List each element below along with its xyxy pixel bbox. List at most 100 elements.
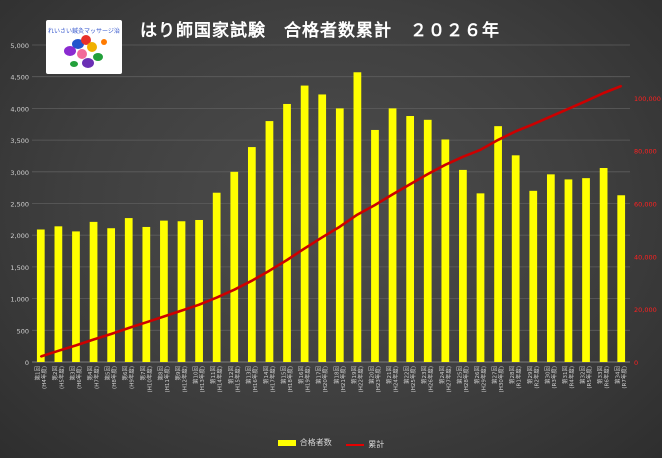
x-tick-label: 第13回 [244, 366, 252, 384]
x-tick-label: 第7回 [139, 366, 147, 381]
cumulative-point [497, 139, 499, 141]
bar [89, 221, 98, 362]
y-left-tick-label: 500 [17, 327, 29, 335]
cumulative-point [444, 163, 447, 166]
bar [300, 85, 309, 363]
x-tick-label: 第22回 [403, 366, 411, 384]
cumulative-point [303, 247, 306, 250]
cumulative-point [180, 309, 183, 312]
y-left-tick-label: 3,500 [10, 137, 29, 145]
bar [371, 129, 379, 362]
cumulative-point [620, 85, 623, 87]
cumulative-point [145, 321, 148, 324]
x-tick-sublabel: (H20年度) [321, 366, 329, 392]
y-left-tick-label: 3,000 [10, 169, 29, 177]
x-tick-label: 第23回 [420, 366, 428, 384]
cumulative-point [286, 259, 288, 261]
bar [459, 169, 467, 362]
bar [265, 121, 274, 362]
x-tick-sublabel: (H21年度) [339, 366, 347, 392]
bar [511, 155, 520, 362]
x-tick-label: 第18回 [332, 366, 340, 384]
x-tick-sublabel: (H30年度) [497, 366, 505, 392]
x-tick-sublabel: (H16年度) [251, 366, 259, 392]
x-tick-label: 第3回 [69, 366, 77, 381]
legend-bar-swatch [277, 439, 296, 446]
y-left-tick-label: 5,000 [10, 42, 29, 50]
chart-title: はり師国家試験 合格者数累計 ２０２６年 [140, 21, 500, 41]
bar [353, 72, 362, 363]
y-left-tick-label: 0 [25, 359, 29, 367]
logo: れいさい鍼灸マッサージ治療院 [46, 20, 122, 74]
x-tick-label: 第12回 [227, 366, 235, 384]
cumulative-point [514, 130, 517, 133]
x-tick-sublabel: (H19年度) [304, 366, 312, 392]
cumulative-point [409, 183, 412, 186]
x-tick-label: 第15回 [280, 366, 288, 384]
y-right-tick-label: 100,000 [634, 95, 661, 103]
y-left-tick-label: 4,000 [10, 105, 29, 113]
x-tick-label: 第4回 [86, 366, 94, 381]
cumulative-point [39, 355, 42, 358]
x-tick-label: 第9回 [174, 366, 182, 381]
x-tick-sublabel: (H23年度) [374, 366, 382, 392]
x-tick-sublabel: (R7年度) [620, 366, 628, 389]
cumulative-point [338, 225, 341, 228]
cumulative-line [40, 84, 622, 358]
x-tick-sublabel: (H6年度) [75, 366, 83, 389]
bar [124, 218, 133, 362]
cumulative-point [198, 303, 200, 306]
x-tick-label: 第29回 [526, 366, 534, 384]
x-tick-sublabel: (H4年度) [40, 366, 48, 389]
y-left-tick-label: 4,500 [10, 74, 29, 82]
cumulative-point [374, 204, 376, 206]
x-tick-sublabel: (H26年度) [427, 366, 435, 392]
x-tick-label: 第14回 [262, 366, 270, 384]
x-tick-sublabel: (H15年度) [233, 366, 241, 392]
x-tick-label: 第33回 [596, 366, 604, 384]
bar [142, 226, 151, 362]
x-tick-sublabel: (R3年度) [550, 366, 558, 389]
x-tick-label: 第10回 [192, 366, 200, 384]
y-left-tick-label: 1,500 [10, 264, 29, 272]
cumulative-point [321, 236, 324, 239]
cumulative-point [549, 115, 552, 118]
cumulative-point [110, 333, 113, 335]
x-tick-label: 第2回 [51, 366, 59, 381]
cumulative-point [479, 148, 482, 151]
cumulative-point [233, 288, 236, 291]
x-tick-label: 第32回 [579, 366, 587, 384]
legend-line-swatch [346, 443, 365, 446]
y-left-tick-label: 2,000 [10, 232, 29, 240]
cumulative-point [268, 269, 271, 272]
cumulative-point [250, 279, 253, 282]
bar [230, 171, 239, 362]
cumulative-point [532, 123, 535, 126]
y-right-tick-label: 40,000 [634, 253, 657, 261]
bar [406, 116, 415, 363]
cumulative-point [356, 213, 359, 216]
x-tick-sublabel: (H5年度) [57, 366, 65, 389]
x-tick-sublabel: (H22年度) [356, 366, 364, 392]
bar [160, 220, 168, 362]
bar [195, 219, 203, 362]
cumulative-point [585, 100, 587, 103]
x-tick-label: 第5回 [104, 366, 112, 381]
legend-line-label: 累計 [368, 440, 385, 449]
x-tick-label: 第21回 [385, 366, 393, 384]
x-tick-sublabel: (H12年度) [181, 366, 189, 392]
x-tick-label: 第24回 [438, 366, 446, 384]
x-tick-label: 第34回 [614, 366, 622, 384]
x-tick-sublabel: (R6年度) [603, 366, 611, 389]
x-tick-sublabel: (R5年度) [585, 366, 593, 389]
bar [54, 226, 63, 362]
y-right-tick-label: 0 [634, 359, 638, 367]
x-tick-sublabel: (H25年度) [409, 366, 417, 392]
bar [247, 147, 256, 362]
x-tick-sublabel: (H29年度) [480, 366, 488, 392]
legend: 合格者数 累計 [0, 437, 662, 450]
x-tick-label: 第20回 [368, 366, 376, 384]
bar [318, 94, 327, 363]
bar [582, 178, 590, 362]
